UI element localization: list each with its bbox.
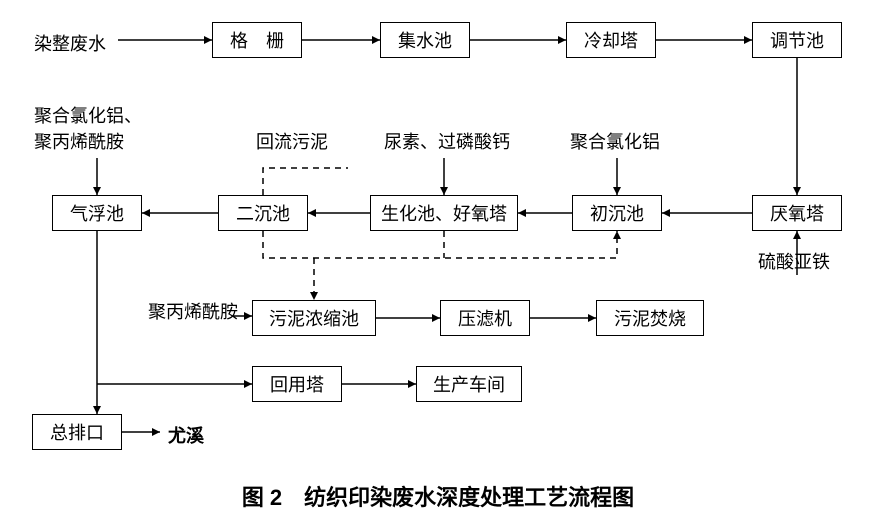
edges-layer	[0, 0, 876, 514]
node-anaerobic: 厌氧塔	[752, 195, 842, 231]
node-cooling: 冷却塔	[566, 22, 656, 58]
label-pac_pam: 聚合氯化铝、	[34, 102, 142, 128]
node-workshop: 生产车间	[416, 366, 522, 402]
figure-caption: 图 2 纺织印染废水深度处理工艺流程图	[0, 480, 876, 512]
node-sludge: 污泥浓缩池	[252, 300, 376, 336]
node-airfloat: 气浮池	[52, 195, 142, 231]
node-secondary: 二沉池	[218, 195, 308, 231]
node-collect: 集水池	[380, 22, 470, 58]
label-urea: 尿素、过磷酸钙	[384, 128, 510, 154]
label-return_sludge: 回流污泥	[256, 128, 328, 154]
node-incinerate: 污泥焚烧	[596, 300, 704, 336]
node-gate: 格 栅	[212, 22, 302, 58]
node-primary: 初沉池	[572, 195, 662, 231]
label-feso4: 硫酸亚铁	[758, 248, 830, 274]
flowchart-canvas: 格 栅 集水池 冷却塔 调节池厌氧塔 初沉池 生化池、好氧塔 二沉池 气浮池污泥浓缩池 压滤机 污…	[0, 0, 876, 514]
label-pac: 聚合氯化铝	[570, 128, 660, 154]
node-outlet: 总排口	[32, 414, 122, 450]
label-wastewater: 染整废水	[34, 30, 106, 56]
node-press: 压滤机	[440, 300, 530, 336]
node-bio: 生化池、好氧塔	[370, 195, 518, 231]
edge	[263, 231, 617, 258]
label-pam: 聚丙烯酰胺	[148, 298, 238, 324]
node-adjust: 调节池	[752, 22, 842, 58]
edge	[263, 168, 348, 195]
label-youxi: 尤溪	[168, 422, 204, 448]
label-pac_pam2: 聚丙烯酰胺	[34, 128, 124, 154]
node-reuse: 回用塔	[252, 366, 342, 402]
